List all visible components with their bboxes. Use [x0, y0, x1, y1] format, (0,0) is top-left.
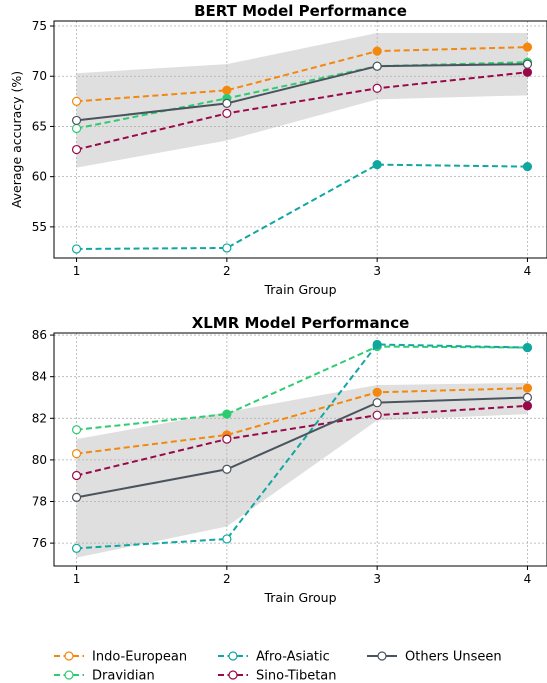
series-afro-asiatic — [71, 160, 533, 254]
y-tick-label: 76 — [32, 536, 47, 550]
y-tick-label: 82 — [32, 411, 47, 425]
legend-label: Indo-European — [92, 650, 187, 665]
data-point — [372, 83, 382, 93]
series-line-others-unseen — [76, 63, 528, 122]
x-tick-label: 4 — [524, 572, 532, 586]
y-axis-label: Average accuracy (%) — [9, 71, 24, 208]
legend-item-dravidian: Dravidian — [54, 669, 155, 683]
x-axis-label: Train Group — [263, 282, 336, 297]
x-tick-label: 2 — [223, 572, 231, 586]
series-afro-asiatic — [71, 339, 533, 553]
axes-frame — [53, 20, 547, 259]
data-point — [522, 59, 533, 69]
chart-title: BERT Model Performance — [194, 2, 407, 20]
legend-label: Afro-Asiatic — [256, 650, 330, 665]
series-line-indo-european — [76, 387, 528, 455]
chart-title: XLMR Model Performance — [192, 314, 410, 332]
x-tick-label: 1 — [73, 572, 81, 586]
data-point — [222, 85, 232, 95]
legend-swatch-marker — [64, 651, 74, 661]
data-point — [522, 67, 533, 77]
data-point — [522, 383, 533, 393]
data-point — [522, 42, 533, 52]
data-point — [372, 46, 382, 56]
data-point — [222, 409, 232, 419]
data-point — [71, 244, 82, 254]
data-point — [71, 543, 82, 553]
y-tick-label: 80 — [32, 453, 47, 467]
legend-label: Others Unseen — [405, 650, 502, 665]
data-point — [71, 425, 82, 435]
series-indo-european — [71, 383, 533, 459]
panel-1: 1 2 3 4 55 60 65 70 75 BERT Model Performance Trai… — [9, 2, 547, 297]
data-point — [372, 410, 382, 420]
x-tick-label: 3 — [373, 264, 381, 278]
series-line-dravidian — [76, 345, 528, 431]
data-point — [372, 398, 382, 408]
series-line-sino-tibetan — [76, 404, 528, 477]
y-tick-label: 75 — [32, 19, 47, 33]
x-tick-label: 2 — [223, 264, 231, 278]
series-line-afro-asiatic — [76, 163, 528, 250]
data-point — [71, 492, 82, 502]
data-point — [522, 342, 533, 353]
data-point — [522, 401, 533, 411]
data-point — [71, 449, 82, 459]
legend-swatch-marker — [228, 670, 238, 680]
y-tick-label: 60 — [32, 170, 47, 184]
y-tick-label: 65 — [32, 119, 47, 133]
data-point — [71, 470, 82, 481]
data-point — [372, 387, 382, 397]
x-tick-label: 4 — [524, 264, 532, 278]
y-tick-label: 86 — [32, 328, 47, 342]
series-line-sino-tibetan — [76, 71, 528, 151]
axes-frame — [53, 332, 547, 567]
y-tick-label: 70 — [32, 69, 47, 83]
legend-label: Dravidian — [92, 669, 155, 683]
legend-swatch-marker — [64, 670, 74, 680]
series-line-indo-european — [76, 46, 528, 103]
x-tick-label: 3 — [373, 572, 381, 586]
legend-item-sino-tibetan: Sino-Tibetan — [218, 669, 337, 683]
data-point — [71, 123, 82, 134]
data-point — [222, 98, 232, 108]
data-point — [222, 464, 232, 474]
series-line-dravidian — [76, 61, 528, 130]
legend-item-indo-european: Indo-European — [54, 650, 187, 665]
series-sino-tibetan — [71, 401, 533, 481]
data-point — [71, 115, 82, 126]
data-point — [372, 160, 382, 170]
data-point — [372, 61, 382, 71]
legend-label: Sino-Tibetan — [256, 669, 337, 683]
legend-item-afro-asiatic: Afro-Asiatic — [218, 650, 330, 665]
legend: Indo-European Dravidian Afro-Asiatic Sino-T… — [54, 650, 502, 683]
data-point — [522, 392, 533, 403]
data-point — [372, 339, 382, 350]
data-point — [71, 144, 82, 155]
legend-item-others-unseen: Others Unseen — [367, 650, 502, 665]
y-tick-label: 78 — [32, 495, 47, 509]
series-indo-european — [71, 42, 533, 106]
y-tick-label: 84 — [32, 370, 47, 384]
data-point — [222, 434, 232, 444]
x-tick-label: 1 — [73, 264, 81, 278]
data-point — [71, 96, 82, 106]
y-tick-label: 55 — [32, 220, 47, 234]
x-axis-label: Train Group — [263, 590, 336, 605]
series-others-unseen — [71, 392, 533, 502]
legend-swatch-marker — [377, 651, 387, 661]
data-point — [522, 162, 533, 172]
panel-2: 1 2 3 4 76 78 80 82 84 86 XLMR Model Performance Tr… — [32, 314, 547, 605]
series-others-unseen — [71, 59, 533, 126]
confidence-band — [76, 382, 528, 558]
data-point — [222, 534, 232, 544]
series-line-others-unseen — [76, 396, 528, 499]
data-point — [222, 108, 232, 118]
data-point — [222, 243, 232, 253]
legend-swatch-marker — [228, 651, 238, 661]
